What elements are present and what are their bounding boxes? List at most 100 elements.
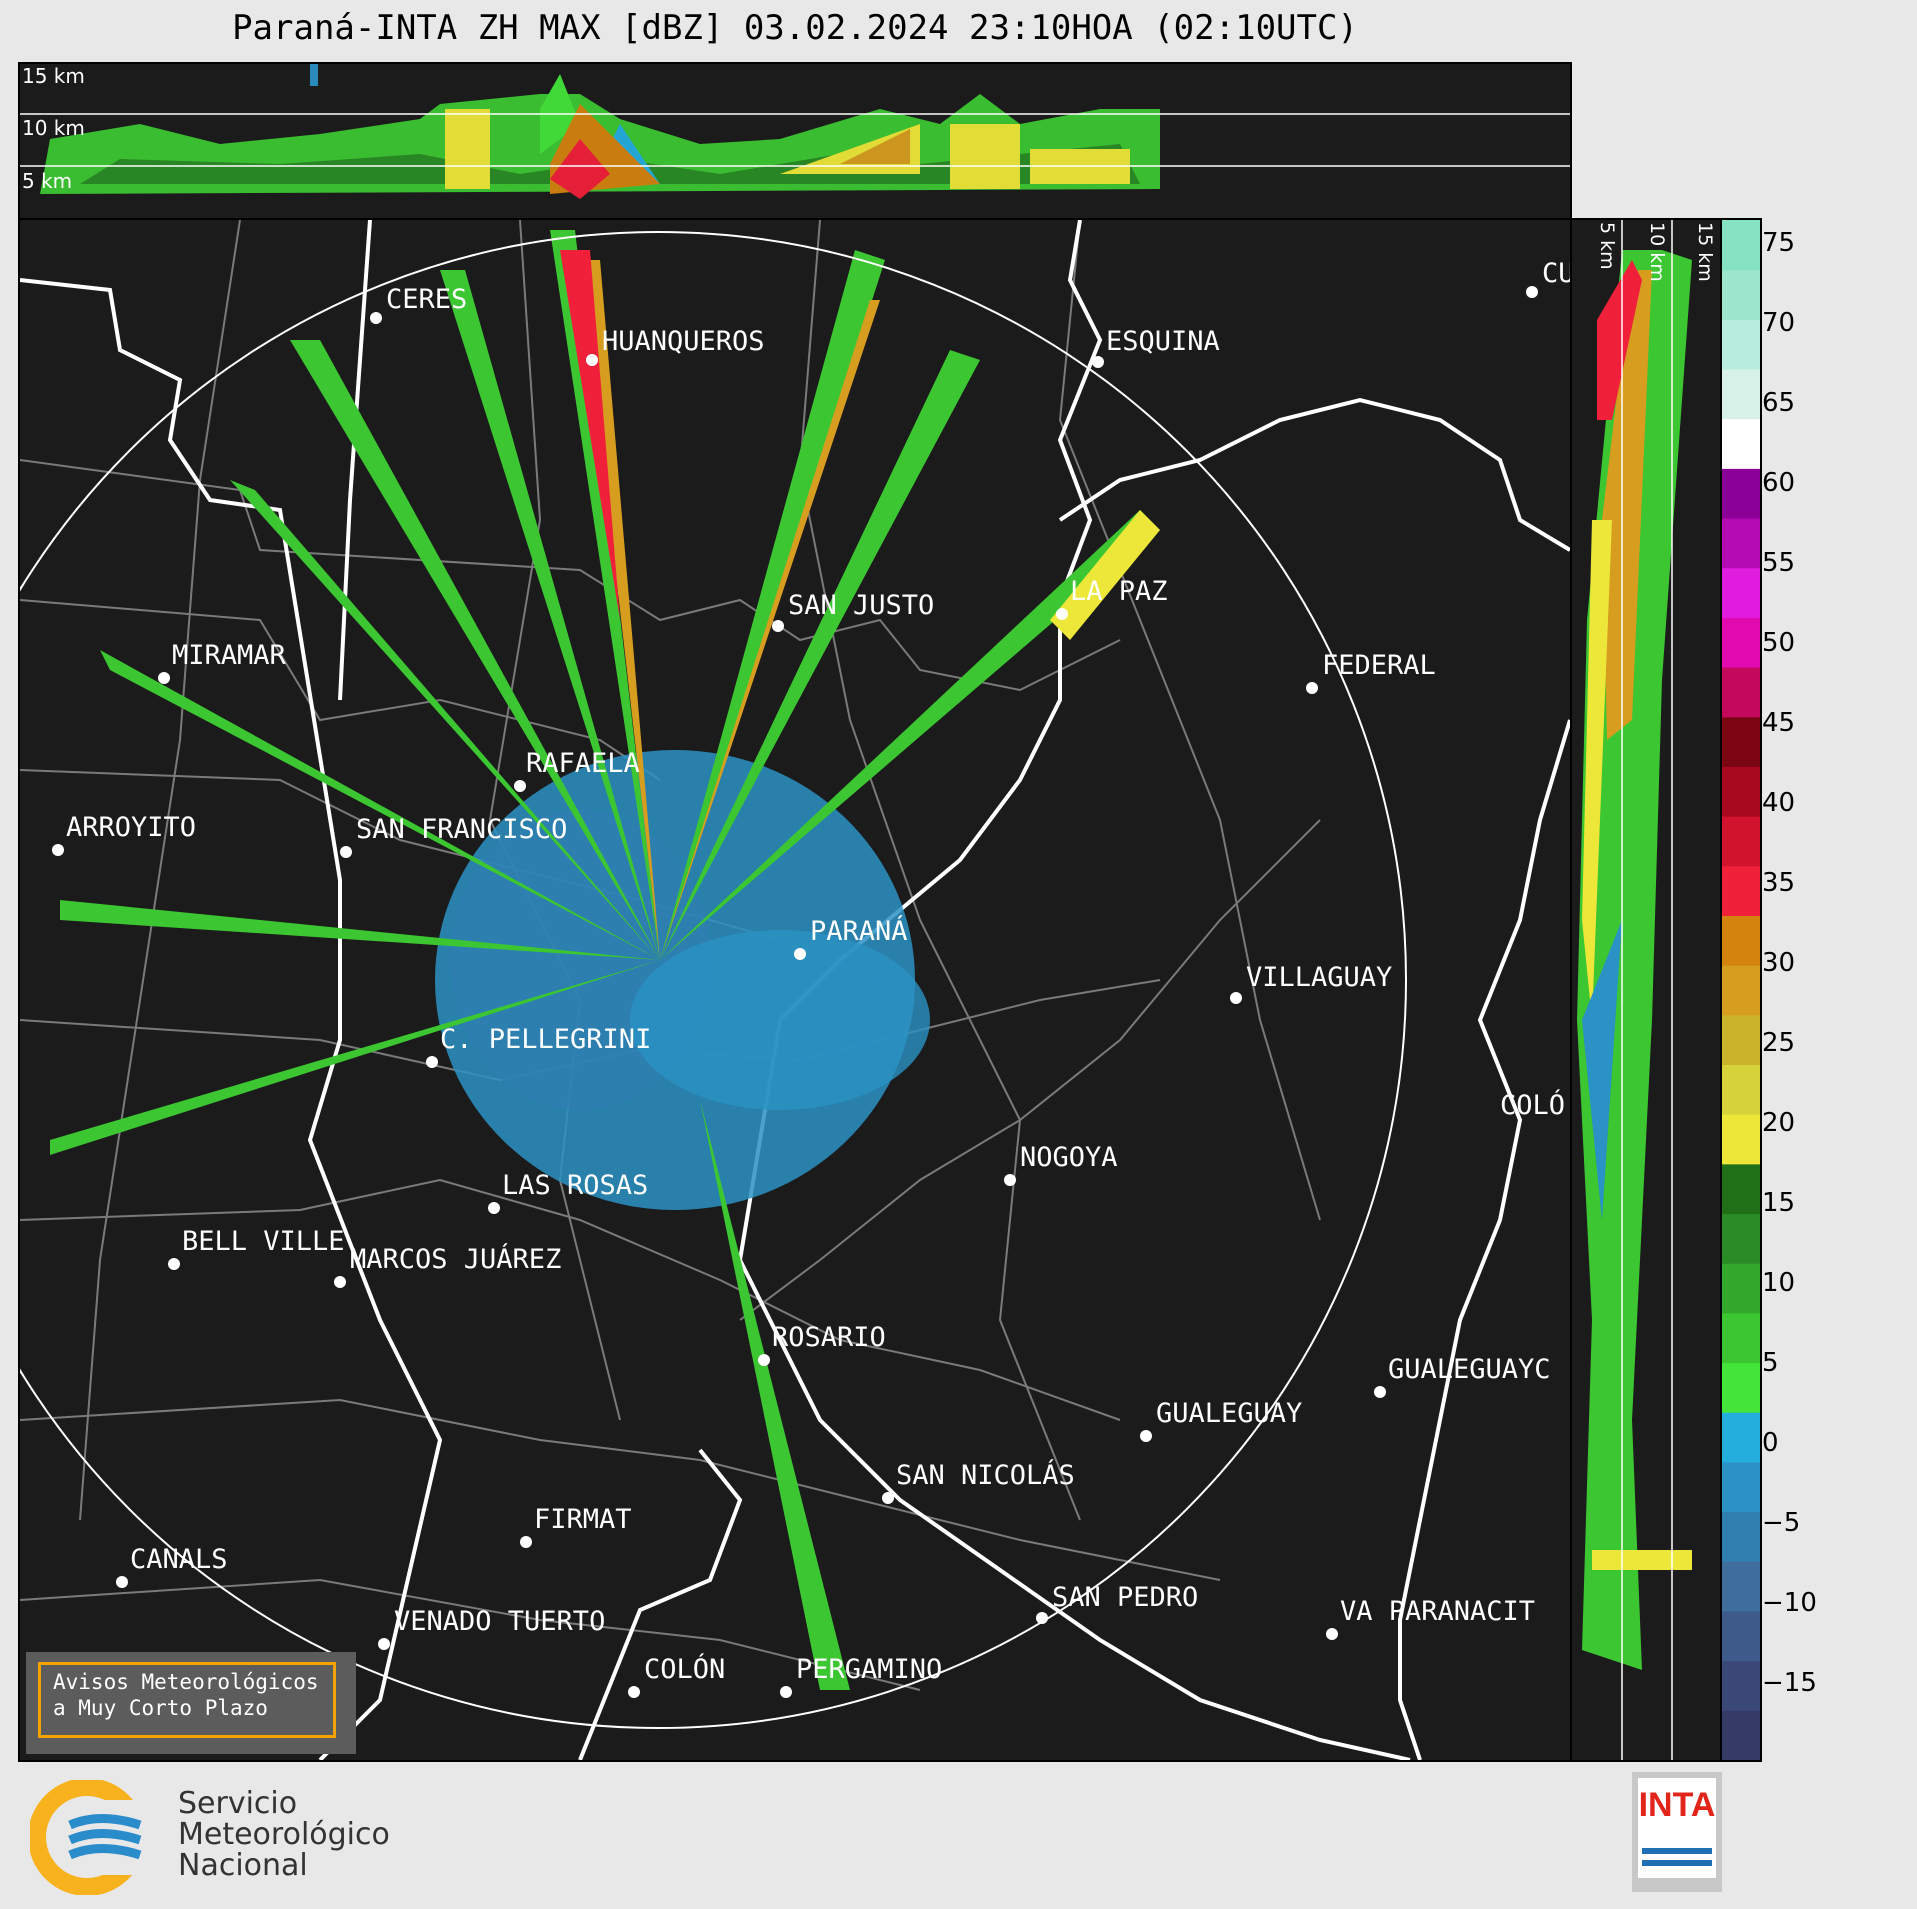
colorbar-band — [1722, 617, 1760, 668]
city-label: PARANÁ — [810, 916, 908, 947]
range-ring — [20, 231, 1407, 1729]
city-label: FIRMAT — [534, 1504, 632, 1535]
colorbar-band — [1722, 1312, 1760, 1364]
city-dot — [772, 620, 784, 632]
city-label: PERGAMINO — [796, 1654, 943, 1685]
colorbar-band — [1722, 1014, 1760, 1066]
city-dot — [514, 780, 526, 792]
city-dot — [378, 1638, 390, 1650]
colorbar-tick-label: 65 — [1762, 388, 1796, 418]
side-alt-label-5: 5 km — [1596, 222, 1618, 270]
colorbar-band — [1722, 1114, 1760, 1165]
inta-stripe-1 — [1642, 1848, 1712, 1854]
colorbar-band — [1722, 518, 1760, 569]
city-dot — [520, 1536, 532, 1548]
radar-map-canvas — [20, 220, 1570, 1760]
notice-line-1: Avisos Meteorológicos — [53, 1670, 319, 1694]
city-dot — [1056, 608, 1068, 620]
notice-box: Avisos Meteorológicos a Muy Corto Plazo — [26, 1652, 356, 1754]
city-label: BELL VILLE — [182, 1226, 345, 1257]
inta-stripe-2 — [1642, 1860, 1712, 1866]
top-alt-label-10: 10 km — [22, 116, 85, 140]
colorbar-band — [1722, 1660, 1760, 1711]
colorbar-tick-label: 35 — [1762, 868, 1796, 898]
colorbar-tick-label: 30 — [1762, 948, 1796, 978]
inta-logo: INTA — [1632, 1772, 1722, 1892]
city-dot — [794, 948, 806, 960]
city-label: LAS ROSAS — [502, 1170, 649, 1201]
notice-frame: Avisos Meteorológicos a Muy Corto Plazo — [38, 1662, 336, 1738]
colorbar-band — [1722, 667, 1760, 718]
colorbar-band — [1722, 1511, 1760, 1562]
city-dot — [1092, 356, 1104, 368]
city-label: HUANQUEROS — [602, 326, 765, 357]
city-label: VILLAGUAY — [1246, 962, 1393, 993]
city-label: GUALEGUAY — [1156, 1398, 1303, 1429]
colorbar-tick-label: 20 — [1762, 1108, 1796, 1138]
colorbar-band — [1722, 1362, 1760, 1413]
radar-map-panel: CERES HUANQUEROS ESQUINA CU SAN JUSTO LA… — [18, 218, 1572, 1762]
city-dot — [1374, 1386, 1386, 1398]
city-label: CU — [1542, 258, 1572, 289]
city-dot — [586, 354, 598, 366]
colorbar-band — [1722, 269, 1760, 320]
top-alt-label-15: 15 km — [22, 64, 85, 88]
colorbar-tick-label: 5 — [1762, 1348, 1779, 1378]
side-cross-section-panel: 5 km 10 km 15 km — [1570, 218, 1724, 1762]
city-label: SAN PEDRO — [1052, 1582, 1199, 1613]
city-label: SAN FRANCISCO — [356, 814, 568, 845]
city-label: RAFAELA — [526, 748, 640, 779]
city-dot — [158, 672, 170, 684]
colorbar-tick-label: −15 — [1762, 1668, 1817, 1698]
colorbar-tick-label: −10 — [1762, 1588, 1817, 1618]
colorbar-band — [1722, 468, 1760, 519]
city-label: LA PAZ — [1070, 576, 1168, 607]
colorbar-band — [1722, 418, 1760, 469]
smn-logo-text: Servicio Meteorológico Nacional — [178, 1788, 390, 1881]
inta-logo-inner: INTA — [1638, 1778, 1716, 1878]
city-dot — [370, 312, 382, 324]
side-alt-label-10: 10 km — [1646, 222, 1668, 282]
colorbar-tick-label: 25 — [1762, 1028, 1796, 1058]
colorbar-tick-label: 0 — [1762, 1428, 1779, 1458]
colorbar-band — [1722, 716, 1760, 767]
radar-echoes — [50, 230, 1160, 1690]
side-cross-section-echoes — [1577, 220, 1692, 1760]
city-dot — [1326, 1628, 1338, 1640]
city-label: SAN NICOLÁS — [896, 1460, 1075, 1491]
city-label: NOGOYA — [1020, 1142, 1118, 1173]
colorbar-tick-label: 55 — [1762, 548, 1796, 578]
city-dot — [1004, 1174, 1016, 1186]
colorbar-band — [1722, 1561, 1760, 1612]
city-dot — [758, 1354, 770, 1366]
inta-logo-text: INTA — [1638, 1786, 1716, 1824]
colorbar-tick-label: 10 — [1762, 1268, 1796, 1298]
colorbar-band — [1722, 220, 1760, 271]
colorbar-tick-label: 15 — [1762, 1188, 1796, 1218]
city-dot — [52, 844, 64, 856]
city-label: MARCOS JUÁREZ — [350, 1244, 562, 1275]
colorbar-band — [1722, 1213, 1760, 1264]
colorbar-tick-label: 75 — [1762, 228, 1796, 258]
city-label: C. PELLEGRINI — [440, 1024, 652, 1055]
smn-line-1: Servicio — [178, 1786, 298, 1821]
notice-line-2: a Muy Corto Plazo — [53, 1696, 268, 1720]
colorbar-band — [1722, 1461, 1760, 1513]
city-label: VA PARANACIT — [1340, 1596, 1536, 1627]
colorbar-band — [1722, 567, 1760, 618]
colorbar-band — [1722, 1064, 1760, 1115]
chart-title: Paraná-INTA ZH MAX [dBZ] 03.02.2024 23:1… — [232, 8, 1358, 48]
colorbar-tick-label: 60 — [1762, 468, 1796, 498]
city-label: VENADO TUERTO — [394, 1606, 606, 1637]
city-label: MIRAMAR — [172, 640, 286, 671]
colorbar-tick-label: 70 — [1762, 308, 1796, 338]
colorbar-band — [1722, 816, 1760, 867]
smn-logo-icon — [30, 1780, 145, 1895]
colorbar-band — [1722, 1163, 1760, 1215]
city-dot — [882, 1492, 894, 1504]
city-dot — [340, 846, 352, 858]
city-dot — [780, 1686, 792, 1698]
smn-line-2: Meteorológico — [178, 1817, 390, 1852]
side-alt-label-15: 15 km — [1694, 222, 1716, 282]
city-label: CERES — [386, 284, 468, 315]
